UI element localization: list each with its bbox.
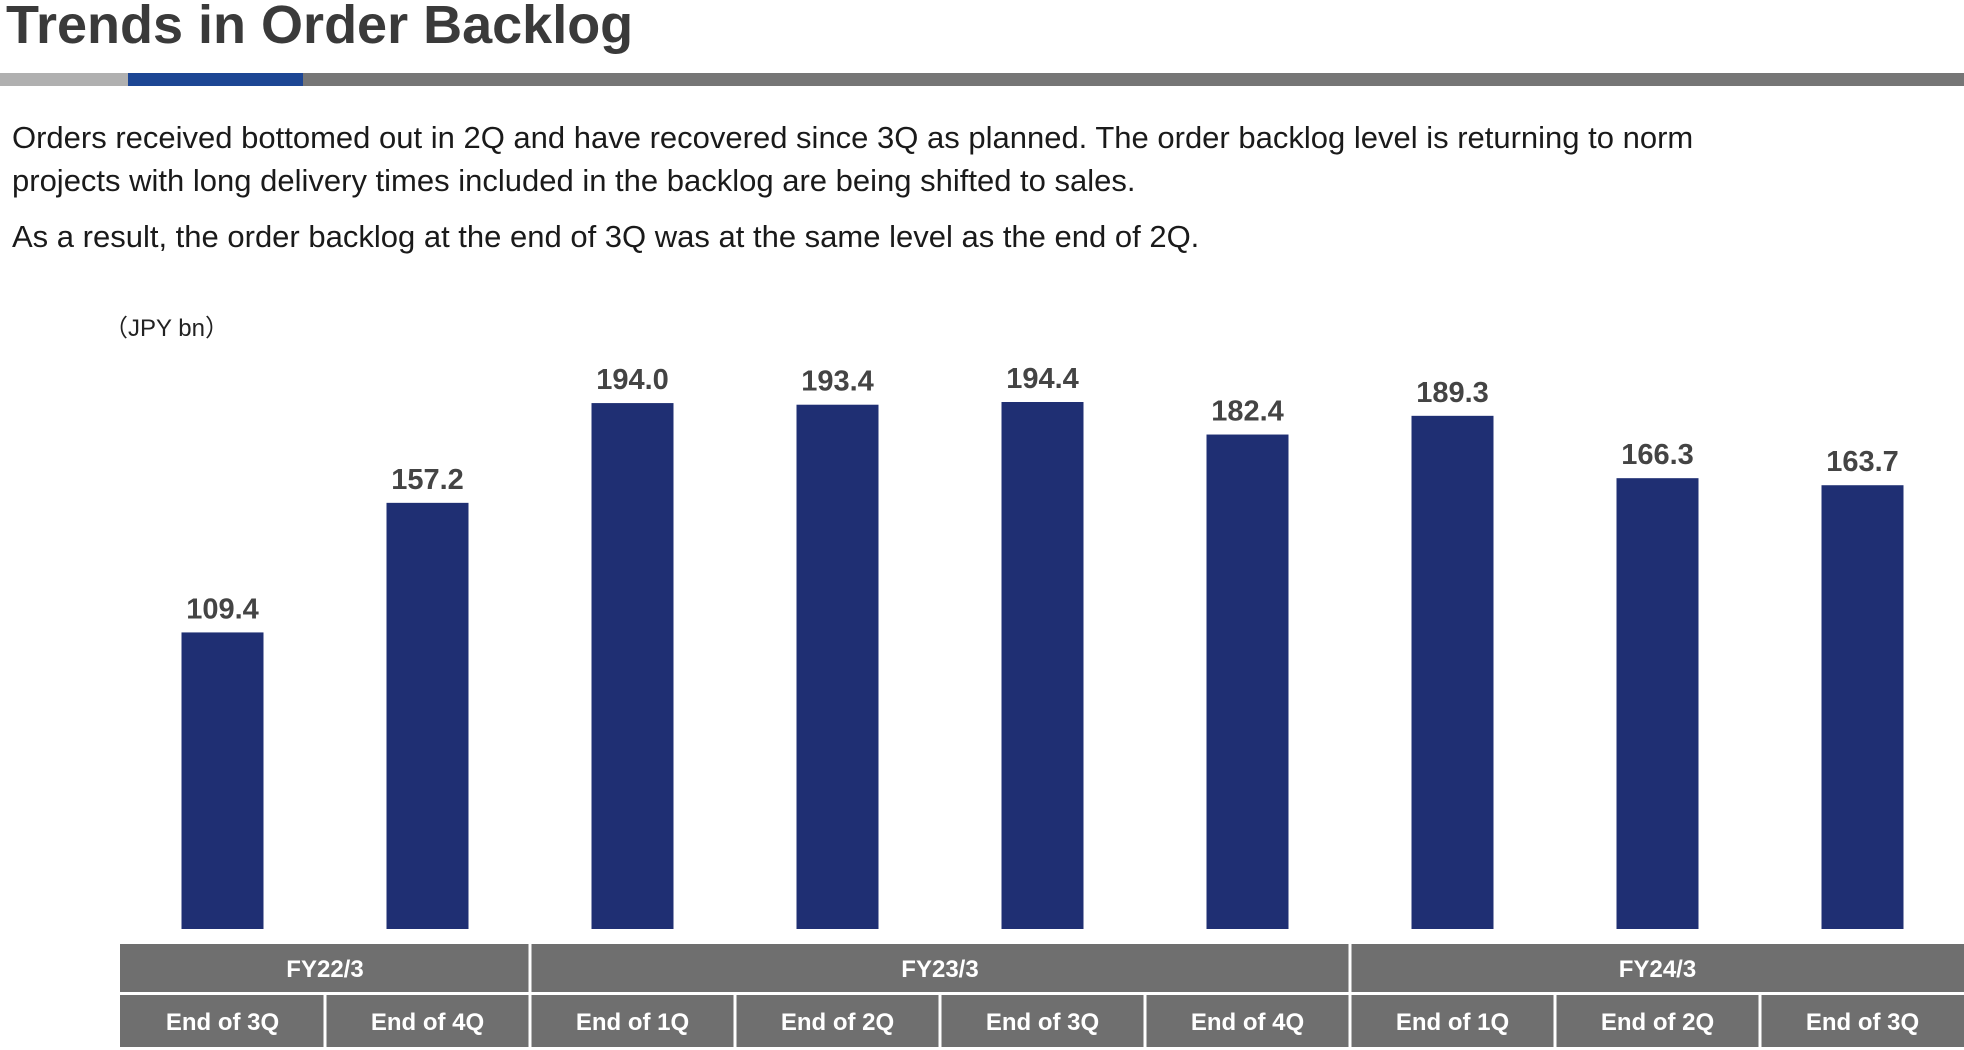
fiscal-year-label: FY22/3 <box>286 956 363 983</box>
value-label: 193.4 <box>801 366 874 398</box>
quarter-label: End of 2Q <box>781 1009 894 1036</box>
value-label: 194.0 <box>596 364 669 396</box>
bar <box>181 632 264 929</box>
quarter-label: End of 4Q <box>1191 1009 1304 1036</box>
fiscal-year-cell <box>1350 944 1964 992</box>
bar <box>386 502 469 929</box>
bar <box>796 404 879 929</box>
quarter-cell <box>120 995 325 1047</box>
bar <box>1411 415 1494 929</box>
quarter-label: End of 1Q <box>576 1009 689 1036</box>
fiscal-year-label: FY23/3 <box>901 956 978 983</box>
quarter-label: End of 2Q <box>1601 1009 1714 1036</box>
value-label: 166.3 <box>1621 439 1694 471</box>
quarter-label: End of 1Q <box>1396 1009 1509 1036</box>
title-rule-accent <box>128 73 303 86</box>
bar <box>1821 485 1904 929</box>
bar <box>1206 434 1289 929</box>
value-label: 157.2 <box>391 464 464 496</box>
value-label: 109.4 <box>186 593 259 625</box>
fiscal-year-cell <box>530 944 1350 992</box>
unit-label: （JPY bn） <box>104 315 229 342</box>
quarter-label: End of 4Q <box>371 1009 484 1036</box>
description-line-3: As a result, the order backlog at the en… <box>12 219 1200 254</box>
quarter-cell <box>325 995 530 1047</box>
quarter-cell <box>735 995 940 1047</box>
description-line-1: Orders received bottomed out in 2Q and h… <box>12 120 1694 155</box>
bar <box>1001 402 1084 929</box>
page-title: Trends in Order Backlog <box>6 0 634 55</box>
quarter-cell <box>1760 995 1964 1047</box>
quarter-label: End of 3Q <box>166 1009 279 1036</box>
value-label: 163.7 <box>1826 446 1899 478</box>
quarter-cell <box>530 995 735 1047</box>
quarter-label: End of 3Q <box>1806 1009 1919 1036</box>
quarter-cell <box>1555 995 1760 1047</box>
value-label: 189.3 <box>1416 377 1489 409</box>
fiscal-year-cell <box>120 944 530 992</box>
quarter-cell <box>1350 995 1555 1047</box>
quarter-label: End of 3Q <box>986 1009 1099 1036</box>
quarter-cell <box>1145 995 1350 1047</box>
fiscal-year-label: FY24/3 <box>1619 956 1696 983</box>
bar <box>1616 478 1699 929</box>
value-label: 194.4 <box>1006 363 1079 395</box>
title-rule-light <box>0 73 128 86</box>
bar <box>591 403 674 929</box>
quarter-cell <box>940 995 1145 1047</box>
value-label: 182.4 <box>1211 396 1284 428</box>
title-rule-dark <box>303 73 1964 86</box>
description-line-2: projects with long delivery times includ… <box>12 163 1136 198</box>
